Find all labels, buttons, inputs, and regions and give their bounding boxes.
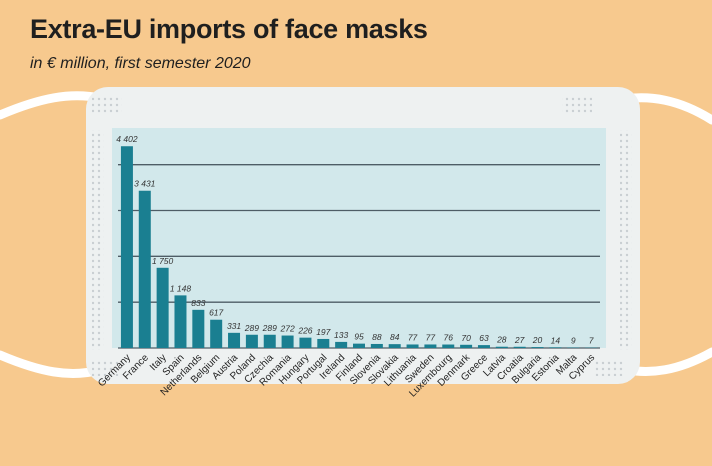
bar-ireland: [335, 341, 348, 348]
value-label-bulgaria: 20: [532, 335, 543, 345]
value-label-malta: 9: [571, 336, 576, 346]
value-label-hungary: 226: [297, 326, 312, 336]
bar-romania: [281, 335, 294, 348]
value-label-finland: 95: [354, 332, 364, 342]
bar-luxembourg: [442, 344, 455, 348]
stitch-right: [620, 130, 632, 350]
bar-croatia: [513, 346, 526, 348]
value-label-france: 3 431: [134, 179, 156, 189]
left-strap-bottom: [0, 350, 105, 378]
value-label-belgium: 617: [209, 308, 223, 318]
bar-lithuania: [406, 344, 419, 348]
value-label-estonia: 14: [551, 335, 561, 345]
value-label-czechia: 289: [262, 323, 277, 333]
chart-subtitle: in € million, first semester 2020: [30, 55, 251, 72]
bar-portugal: [317, 338, 330, 348]
left-strap-top: [0, 91, 105, 120]
bar-latvia: [495, 346, 508, 348]
stitch-top-left: [92, 96, 122, 114]
value-label-italy: 1 750: [152, 256, 174, 266]
stitch-top-right: [562, 96, 592, 114]
bar-austria: [228, 332, 241, 348]
bar-italy: [156, 267, 169, 348]
bar-slovakia: [388, 344, 401, 348]
value-label-germany: 4 402: [116, 134, 138, 144]
value-label-croatia: 27: [514, 335, 525, 345]
mask-stitching: [92, 96, 632, 376]
bar-greece: [477, 345, 490, 348]
bar-slovenia: [370, 343, 383, 348]
value-label-luxembourg: 76: [444, 333, 454, 343]
value-label-spain: 1 148: [170, 283, 192, 293]
value-label-slovakia: 84: [390, 332, 400, 342]
bar-estonia: [549, 347, 562, 348]
bar-france: [138, 190, 151, 348]
bar-hungary: [299, 337, 312, 348]
stitch-bottom-right: [594, 360, 624, 376]
stitch-bottom-left: [92, 360, 122, 376]
value-label-poland: 289: [244, 323, 259, 333]
value-label-cyprus: 7: [589, 336, 594, 346]
value-label-sweden: 77: [426, 332, 436, 342]
value-label-romania: 272: [279, 324, 294, 334]
chart-title: Extra-EU imports of face masks: [30, 14, 428, 44]
bar-netherlands: [192, 309, 205, 348]
value-label-greece: 63: [479, 333, 489, 343]
bar-germany: [120, 146, 133, 348]
bar-bulgaria: [531, 347, 544, 348]
bar-belgium: [210, 319, 223, 348]
value-label-denmark: 70: [461, 333, 471, 343]
bar-spain: [174, 295, 187, 348]
value-label-slovenia: 88: [372, 332, 382, 342]
value-label-lithuania: 77: [408, 332, 418, 342]
bar-poland: [245, 334, 258, 348]
value-label-ireland: 133: [334, 330, 348, 340]
bars: [120, 146, 598, 348]
value-label-netherlands: 833: [191, 298, 205, 308]
value-label-latvia: 28: [496, 335, 507, 345]
value-label-portugal: 197: [316, 327, 330, 337]
bar-sweden: [424, 344, 437, 348]
bar-czechia: [263, 334, 276, 348]
value-label-austria: 331: [227, 321, 241, 331]
bar-denmark: [460, 344, 473, 348]
stitch-left: [92, 130, 104, 350]
bar-finland: [353, 343, 365, 348]
